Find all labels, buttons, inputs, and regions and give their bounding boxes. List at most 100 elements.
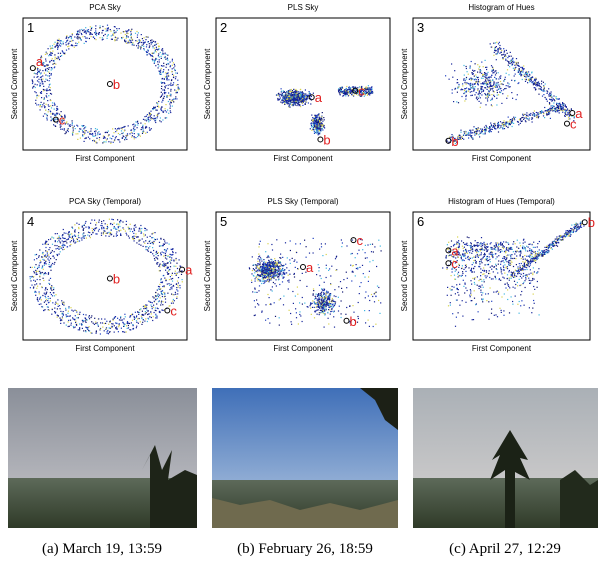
scatter-texture xyxy=(84,141,85,142)
scatter-texture xyxy=(562,112,563,113)
scatter-texture xyxy=(163,252,164,253)
scatter-texture xyxy=(321,128,322,129)
scatter-texture xyxy=(66,242,67,243)
scatter-texture xyxy=(35,103,36,104)
scatter-texture xyxy=(38,104,39,105)
scatter-texture xyxy=(41,97,42,98)
scatter-texture xyxy=(281,88,282,89)
scatter-texture xyxy=(161,107,162,108)
scatter-texture xyxy=(507,85,508,86)
scatter-texture xyxy=(527,115,528,116)
scatter-texture xyxy=(71,233,72,234)
scatter-texture xyxy=(305,94,306,95)
scatter-texture xyxy=(48,90,49,91)
scatter-texture xyxy=(152,247,153,248)
scatter-texture xyxy=(165,87,166,88)
scatter-texture xyxy=(50,48,51,49)
scatter-texture xyxy=(478,98,479,99)
scatter-texture xyxy=(75,327,76,328)
scatter-texture xyxy=(559,98,560,99)
scatter-texture xyxy=(288,90,289,91)
scatter-texture xyxy=(350,87,351,88)
scatter-texture xyxy=(493,81,494,82)
scatter-texture xyxy=(279,325,280,326)
scatter-texture xyxy=(72,123,73,124)
scatter-texture xyxy=(534,87,535,88)
scatter-texture xyxy=(138,241,139,242)
scatter-texture xyxy=(463,65,464,66)
scatter-texture xyxy=(92,34,93,35)
scatter-texture xyxy=(64,249,65,250)
scatter-texture xyxy=(172,273,173,274)
scatter-texture xyxy=(78,42,79,43)
scatter-texture xyxy=(113,33,114,34)
scatter-texture xyxy=(378,300,379,301)
scatter-texture xyxy=(53,237,54,238)
scatter-texture xyxy=(457,82,458,83)
scatter-texture xyxy=(65,308,66,309)
scatter-texture xyxy=(49,262,50,263)
scatter-texture xyxy=(75,315,76,316)
scatter-texture xyxy=(300,243,301,244)
scatter-texture xyxy=(278,95,279,96)
scatter-texture xyxy=(126,32,127,33)
scatter-texture xyxy=(103,233,104,234)
scatter-texture xyxy=(346,90,347,91)
scatter-texture xyxy=(74,47,75,48)
scatter-texture xyxy=(148,251,149,252)
scatter-texture xyxy=(151,237,152,238)
scatter-texture xyxy=(481,83,482,84)
scatter-texture xyxy=(60,242,61,243)
scatter-texture xyxy=(565,111,566,112)
scatter-texture xyxy=(280,266,281,267)
scatter-texture xyxy=(491,129,492,130)
scatter-texture xyxy=(504,50,505,51)
scatter-texture xyxy=(317,119,318,120)
scatter-texture xyxy=(140,245,141,246)
scatter-texture xyxy=(478,93,479,94)
scatter-texture xyxy=(79,314,80,315)
scatter-texture xyxy=(39,106,40,107)
scatter-texture xyxy=(470,95,471,96)
scatter-texture xyxy=(81,34,82,35)
scatter-texture xyxy=(297,294,298,295)
scatter-texture xyxy=(369,326,370,327)
scatter-texture xyxy=(543,115,544,116)
scatter-texture xyxy=(485,132,486,133)
scatter-texture xyxy=(163,71,164,72)
scatter-texture xyxy=(44,302,45,303)
scatter-texture xyxy=(83,229,84,230)
scatter-texture xyxy=(457,88,458,89)
scatter-texture xyxy=(130,224,131,225)
scatter-texture xyxy=(125,138,126,139)
scatter-texture xyxy=(73,326,74,327)
scatter-texture xyxy=(58,249,59,250)
scatter-texture xyxy=(44,260,45,261)
scatter-texture xyxy=(80,138,81,139)
scatter-texture xyxy=(34,267,35,268)
scatter-texture xyxy=(498,122,499,123)
scatter-texture xyxy=(499,47,500,48)
scatter-texture xyxy=(63,41,64,42)
scatter-texture xyxy=(73,239,74,240)
scatter-texture xyxy=(38,257,39,258)
scatter-texture xyxy=(525,76,526,77)
scatter-texture xyxy=(157,295,158,296)
scatter-texture xyxy=(482,82,483,83)
scatter-texture xyxy=(517,121,518,122)
scatter-texture xyxy=(452,93,453,94)
scatter-texture xyxy=(156,303,157,304)
scatter-texture xyxy=(101,228,102,229)
scatter-texture xyxy=(469,130,470,131)
scatter-texture xyxy=(159,311,160,312)
scatter-texture xyxy=(49,284,50,285)
scatter-texture xyxy=(60,311,61,312)
scatter-texture xyxy=(50,113,51,114)
scatter-texture xyxy=(533,115,534,116)
scatter-texture xyxy=(127,323,128,324)
scatter-texture xyxy=(40,70,41,71)
scatter-texture xyxy=(535,85,536,86)
scatter-texture xyxy=(536,112,537,113)
scatter-texture xyxy=(91,28,92,29)
scatter-texture xyxy=(58,240,59,241)
